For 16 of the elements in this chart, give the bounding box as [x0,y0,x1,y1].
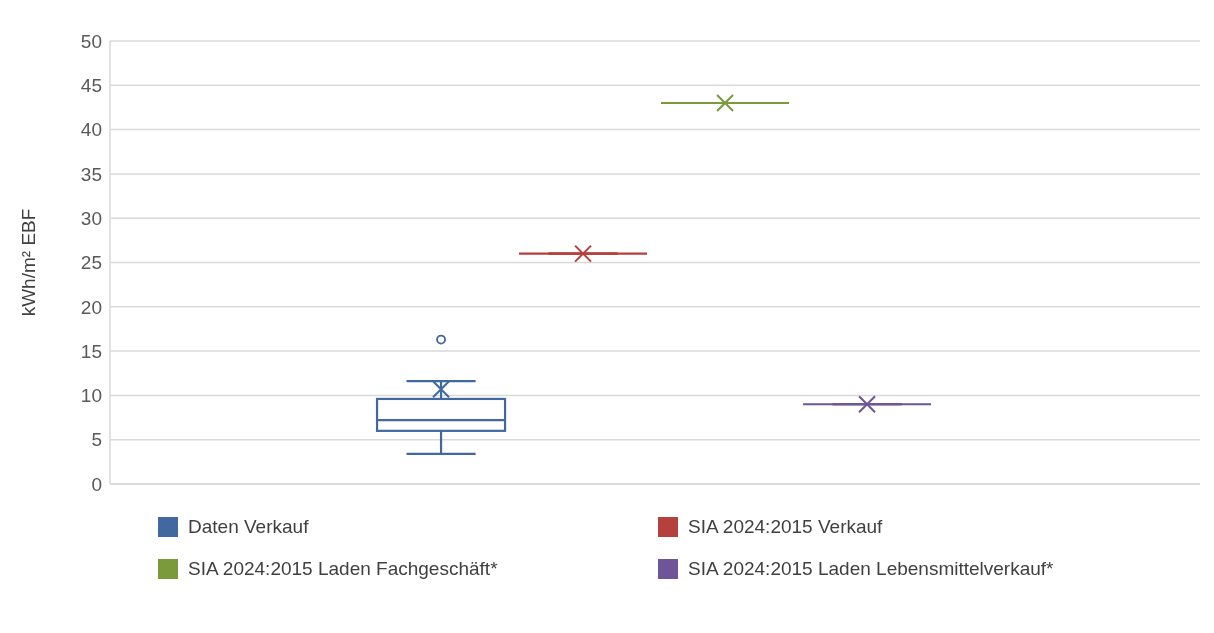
y-tick-label: 35 [80,163,102,185]
y-tick-label: 45 [80,75,102,97]
y-tick-label: 25 [80,252,102,274]
y-tick-label: 50 [80,30,102,52]
y-tick-label: 0 [91,473,102,495]
y-tick-label: 40 [80,119,102,141]
y-tick-label: 10 [80,385,102,407]
y-tick-label: 5 [91,429,102,451]
y-tick-label: 20 [80,296,102,318]
legend-label: SIA 2024:2015 Verkauf [688,516,883,538]
y-tick-label: 30 [80,207,102,229]
legend-label: Daten Verkauf [188,516,309,538]
y-tick-label: 15 [80,340,102,362]
y-axis-title: kWh/m² EBF [17,208,39,317]
legend-label: SIA 2024:2015 Laden Lebensmittelverkauf* [688,558,1054,580]
legend-label: SIA 2024:2015 Laden Fachgeschäft* [188,558,498,580]
